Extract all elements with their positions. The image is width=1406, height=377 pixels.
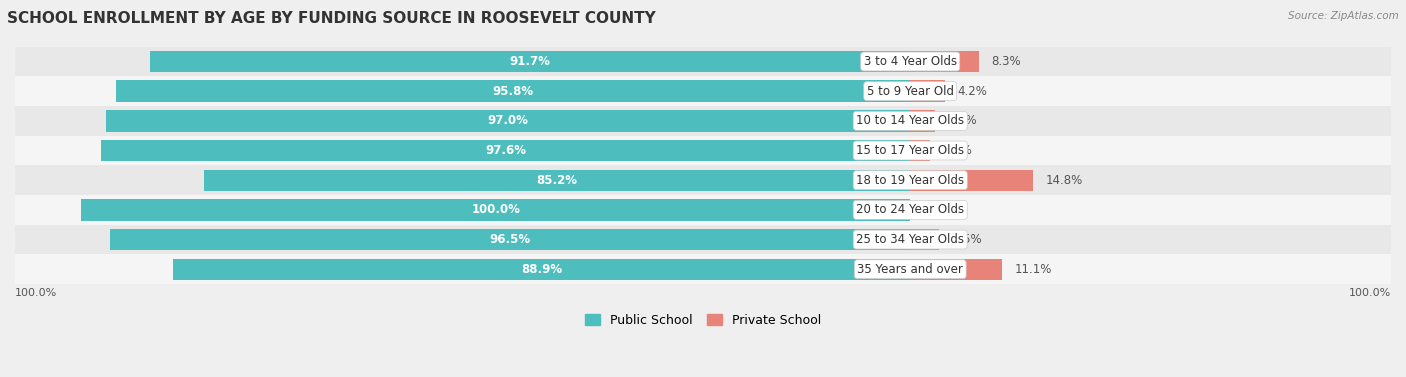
- Text: 91.7%: 91.7%: [510, 55, 551, 68]
- Text: 18 to 19 Year Olds: 18 to 19 Year Olds: [856, 174, 965, 187]
- Text: 4.2%: 4.2%: [957, 85, 987, 98]
- Bar: [150, 51, 910, 72]
- Text: 8.3%: 8.3%: [991, 55, 1021, 68]
- Text: 100.0%: 100.0%: [1348, 288, 1391, 297]
- Text: 3.0%: 3.0%: [948, 114, 977, 127]
- Bar: [15, 166, 1391, 195]
- Text: 95.8%: 95.8%: [492, 85, 534, 98]
- Bar: [910, 110, 935, 132]
- Text: 96.5%: 96.5%: [489, 233, 531, 246]
- Text: 3 to 4 Year Olds: 3 to 4 Year Olds: [863, 55, 957, 68]
- Text: 5 to 9 Year Old: 5 to 9 Year Old: [866, 85, 953, 98]
- Bar: [910, 80, 945, 102]
- Text: 88.9%: 88.9%: [522, 263, 562, 276]
- Bar: [15, 47, 1391, 76]
- Text: 3.5%: 3.5%: [952, 233, 981, 246]
- Bar: [910, 229, 939, 250]
- Text: Source: ZipAtlas.com: Source: ZipAtlas.com: [1288, 11, 1399, 21]
- Text: 85.2%: 85.2%: [537, 174, 578, 187]
- Text: 35 Years and over: 35 Years and over: [858, 263, 963, 276]
- Legend: Public School, Private School: Public School, Private School: [579, 309, 827, 332]
- Bar: [15, 195, 1391, 225]
- Bar: [15, 76, 1391, 106]
- Bar: [101, 140, 910, 161]
- Bar: [82, 199, 910, 221]
- Text: 11.1%: 11.1%: [1015, 263, 1052, 276]
- Text: 2.4%: 2.4%: [942, 144, 973, 157]
- Text: 25 to 34 Year Olds: 25 to 34 Year Olds: [856, 233, 965, 246]
- Bar: [15, 136, 1391, 166]
- Bar: [15, 106, 1391, 136]
- Bar: [110, 229, 910, 250]
- Bar: [173, 259, 910, 280]
- Text: 20 to 24 Year Olds: 20 to 24 Year Olds: [856, 203, 965, 216]
- Bar: [15, 225, 1391, 254]
- Bar: [910, 140, 931, 161]
- Text: 10 to 14 Year Olds: 10 to 14 Year Olds: [856, 114, 965, 127]
- Text: 15 to 17 Year Olds: 15 to 17 Year Olds: [856, 144, 965, 157]
- Bar: [117, 80, 910, 102]
- Text: 14.8%: 14.8%: [1045, 174, 1083, 187]
- Text: 100.0%: 100.0%: [471, 203, 520, 216]
- Bar: [910, 259, 1002, 280]
- Bar: [910, 170, 1033, 191]
- Bar: [204, 170, 910, 191]
- Text: 97.0%: 97.0%: [488, 114, 529, 127]
- Text: 0.0%: 0.0%: [922, 203, 952, 216]
- Bar: [910, 51, 979, 72]
- Text: SCHOOL ENROLLMENT BY AGE BY FUNDING SOURCE IN ROOSEVELT COUNTY: SCHOOL ENROLLMENT BY AGE BY FUNDING SOUR…: [7, 11, 655, 26]
- Text: 100.0%: 100.0%: [15, 288, 58, 297]
- Bar: [107, 110, 910, 132]
- Bar: [15, 254, 1391, 284]
- Text: 97.6%: 97.6%: [485, 144, 526, 157]
